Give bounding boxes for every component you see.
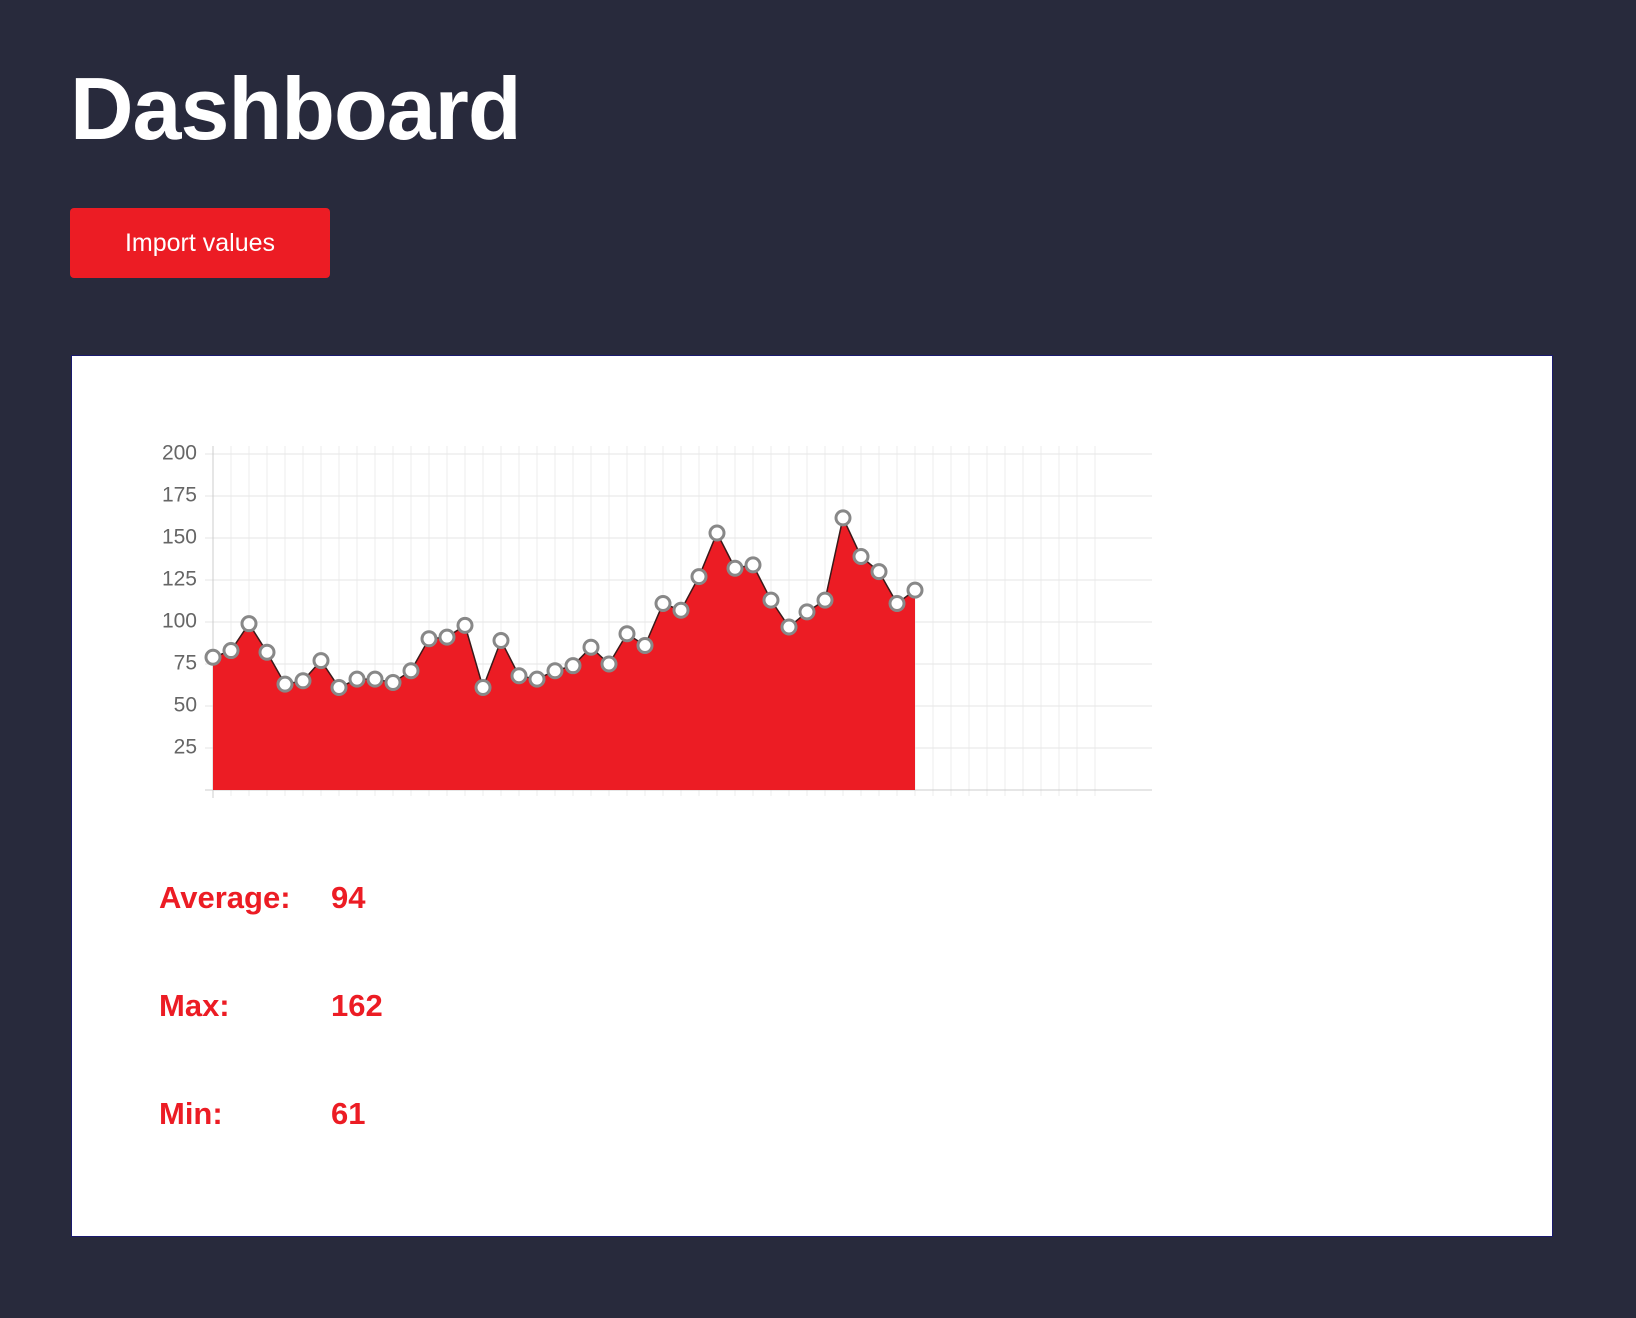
point (528, 670, 546, 688)
point (474, 679, 492, 697)
point (492, 631, 510, 649)
point (888, 595, 906, 613)
point (690, 568, 708, 586)
point (222, 642, 240, 660)
page-title: Dashboard (70, 59, 522, 158)
stat-label: Min: (159, 1096, 223, 1131)
y-tick-label: 175 (162, 484, 197, 507)
y-tick-label: 25 (174, 736, 197, 759)
point (456, 616, 474, 634)
point (906, 581, 924, 599)
stat-value: 162 (331, 988, 383, 1023)
point (816, 591, 834, 609)
point (204, 648, 222, 666)
panel (71, 355, 1553, 1237)
point (798, 603, 816, 621)
point (330, 679, 348, 697)
point (312, 652, 330, 670)
point (708, 524, 726, 542)
area (213, 517, 915, 790)
point (582, 638, 600, 656)
point (654, 595, 672, 613)
point (636, 637, 654, 655)
point (834, 509, 852, 527)
point (276, 675, 294, 693)
stat-label: Average: (159, 880, 291, 915)
import-button[interactable]: Import values (70, 208, 330, 278)
point (258, 643, 276, 661)
point (240, 615, 258, 633)
y-tick-label: 200 (162, 442, 197, 465)
stat-label: Max: (159, 988, 230, 1023)
point (762, 591, 780, 609)
point (870, 563, 888, 581)
point (672, 601, 690, 619)
point (780, 618, 798, 636)
y-tick-label: 75 (174, 652, 197, 675)
line (212, 515, 916, 690)
point (402, 662, 420, 680)
point (852, 547, 870, 565)
point (384, 673, 402, 691)
point (618, 625, 636, 643)
point (438, 628, 456, 646)
y-tick-label: 100 (162, 610, 197, 633)
point (348, 670, 366, 688)
y-tick-label: 50 (174, 694, 197, 717)
point (366, 670, 384, 688)
y-tick-label: 150 (162, 526, 197, 549)
y-tick-label: 125 (162, 568, 197, 591)
point (420, 630, 438, 648)
point (294, 672, 312, 690)
point (744, 556, 762, 574)
point (546, 662, 564, 680)
stat-value: 61 (331, 1096, 366, 1131)
point (510, 667, 528, 685)
point (726, 559, 744, 577)
point (600, 655, 618, 673)
point (564, 657, 582, 675)
stat-value: 94 (331, 880, 366, 915)
